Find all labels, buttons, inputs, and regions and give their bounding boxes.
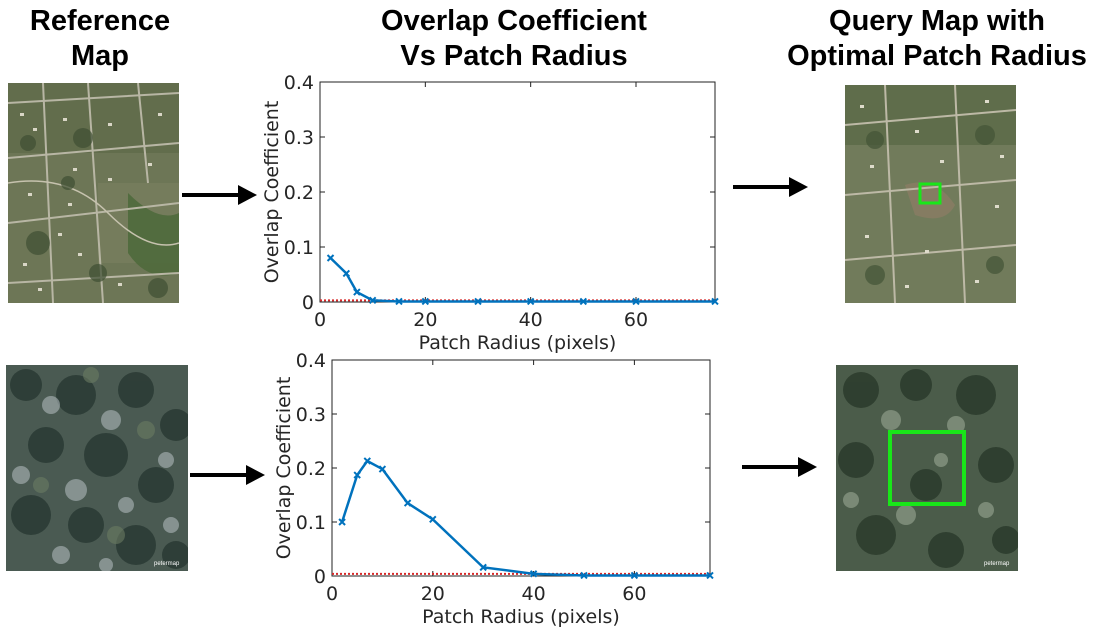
- data-point: [580, 571, 588, 580]
- y-tick-label: 0.4: [284, 72, 314, 94]
- data-point: [632, 297, 640, 306]
- arrow-right-icon: [742, 457, 817, 477]
- chart-column-title: Overlap Coefficient Vs Patch Radius: [381, 5, 647, 72]
- top-optimal-patch-box: [918, 182, 942, 205]
- x-tick-label: 0: [326, 583, 338, 605]
- overlap-chart-top: 0 0.1 0.2 0.3 0.4 0 20 40 60 Patch Radius (pixels…: [261, 72, 719, 354]
- forest-aerial-image-with-box: petermap: [836, 365, 1018, 571]
- watermark: petermap: [984, 561, 1010, 567]
- data-point: [338, 518, 346, 526]
- top-query-map: [845, 85, 1016, 303]
- x-tick-label: 20: [413, 309, 437, 331]
- y-tick-label: 0.2: [296, 458, 326, 480]
- suburban-aerial-image: [8, 83, 179, 303]
- data-point: [479, 563, 487, 572]
- bottom-optimal-patch-box: [888, 430, 966, 506]
- x-tick-label: 0: [314, 309, 326, 331]
- data-point: [421, 297, 430, 306]
- x-axis-label: Patch Radius (pixels): [422, 606, 620, 628]
- x-tick-label: 60: [622, 583, 646, 605]
- suburban-aerial-image-with-box: [845, 85, 1016, 303]
- y-tick-label: 0.3: [284, 127, 314, 149]
- watermark: petermap: [154, 561, 180, 567]
- y-tick-label: 0.4: [296, 350, 326, 372]
- data-point: [429, 515, 437, 524]
- series-line: [329, 257, 715, 303]
- y-tick-label: 0.2: [284, 182, 314, 204]
- x-axis-label: Patch Radius (pixels): [419, 332, 617, 354]
- data-point: [326, 254, 335, 262]
- arrow-right-icon: [190, 465, 265, 485]
- y-tick-label: 0.1: [296, 512, 326, 534]
- forest-aerial-image: petermap: [6, 365, 188, 571]
- data-point: [579, 297, 588, 306]
- data-point: [526, 297, 535, 306]
- data-point: [353, 288, 361, 296]
- data-point: [630, 571, 639, 580]
- plot-frame: [331, 359, 711, 577]
- y-tick-label: 0.3: [296, 404, 326, 426]
- x-tick-label: 40: [522, 583, 546, 605]
- x-tick-label: 20: [421, 583, 445, 605]
- data-point: [368, 296, 377, 305]
- bottom-query-map: petermap: [836, 365, 1018, 571]
- x-tick-label: 60: [624, 309, 648, 331]
- data-point: [353, 471, 361, 479]
- data-point: [363, 457, 371, 465]
- y-tick-label: 0.1: [284, 237, 314, 259]
- arrow-right-icon: [733, 177, 808, 197]
- data-point: [706, 571, 714, 580]
- y-axis-label: Overlap Coefficient: [261, 101, 283, 284]
- data-point: [474, 297, 482, 306]
- data-point: [529, 570, 538, 578]
- y-axis-label: Overlap Coefficient: [273, 377, 295, 560]
- top-reference-map: [8, 83, 179, 303]
- reference-map-title: Reference Map: [29, 5, 171, 72]
- y-tick-label: 0: [302, 292, 314, 314]
- query-map-title: Query Map with Optimal Patch Radius: [787, 5, 1087, 72]
- arrow-right-icon: [182, 185, 257, 205]
- data-point: [395, 297, 403, 306]
- data-point: [342, 269, 351, 278]
- data-point: [403, 499, 412, 507]
- plot-frame: [319, 81, 716, 303]
- x-tick-label: 40: [519, 309, 543, 331]
- data-point: [378, 465, 387, 473]
- y-tick-label: 0: [314, 566, 326, 588]
- data-point: [711, 297, 719, 306]
- bottom-reference-map: petermap: [6, 365, 188, 571]
- series-line: [340, 459, 710, 577]
